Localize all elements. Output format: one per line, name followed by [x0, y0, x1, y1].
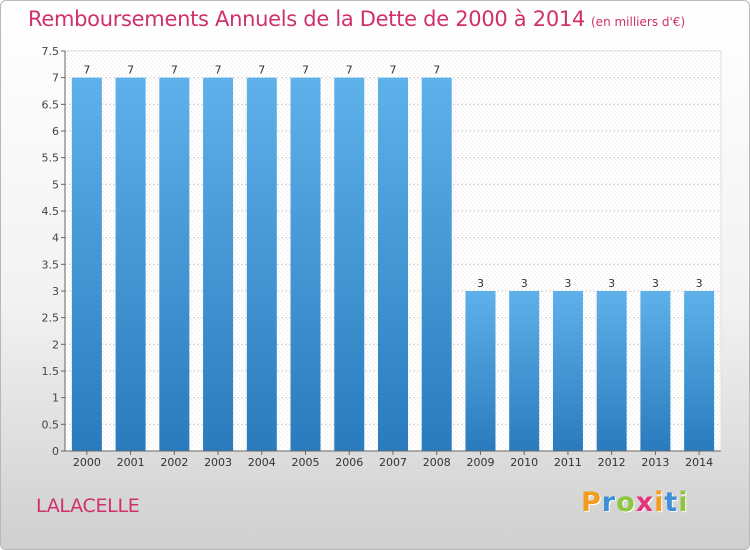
x-tick-label: 2002 — [160, 456, 188, 469]
bar-2000 — [71, 77, 102, 452]
logo-letter: r — [601, 487, 617, 518]
x-tick-label: 2001 — [117, 456, 145, 469]
data-label: 3 — [564, 277, 571, 290]
y-tick-label: 1 — [52, 392, 59, 405]
y-tick-label: 2 — [52, 338, 59, 351]
x-tick-label: 2005 — [292, 456, 320, 469]
bar-2007 — [378, 77, 408, 452]
y-tick-label: 0 — [52, 445, 59, 458]
bar-2006 — [334, 77, 365, 452]
data-label: 7 — [390, 64, 397, 77]
logo-letter: x — [635, 487, 655, 518]
x-tick-label: 2012 — [598, 456, 626, 469]
y-tick-label: 1.5 — [42, 365, 60, 378]
bar-2005 — [290, 77, 321, 452]
x-tick-label: 2011 — [554, 456, 582, 469]
data-label: 3 — [652, 277, 659, 290]
data-label: 7 — [433, 64, 440, 77]
data-label: 7 — [127, 64, 134, 77]
y-tick-label: 3 — [52, 285, 59, 298]
bar-2004 — [246, 77, 277, 452]
y-tick-label: 7 — [52, 72, 59, 85]
bar-2002 — [159, 77, 190, 452]
x-tick-label: 2008 — [423, 456, 451, 469]
logo-letter: P — [581, 487, 602, 518]
commune-name: LALACELLE — [36, 495, 140, 517]
y-tick-label: 7.5 — [42, 45, 60, 58]
x-tick-label: 2014 — [685, 456, 713, 469]
data-label: 7 — [346, 64, 353, 77]
data-label: 7 — [83, 64, 90, 77]
data-label: 7 — [302, 64, 309, 77]
bar-2014 — [684, 291, 715, 451]
y-tick-label: 5 — [52, 178, 59, 191]
data-label: 7 — [258, 64, 265, 77]
x-tick-label: 2003 — [204, 456, 232, 469]
y-tick-label: 5.5 — [42, 152, 60, 165]
logo-letter: i — [678, 487, 689, 518]
y-tick-label: 4 — [52, 232, 59, 245]
bar-2001 — [115, 77, 146, 452]
y-tick-label: 4.5 — [42, 205, 60, 218]
bar-2012 — [596, 291, 627, 451]
bar-2003 — [203, 77, 234, 452]
bar-2013 — [640, 291, 671, 451]
data-label: 3 — [477, 277, 484, 290]
x-tick-label: 2000 — [73, 456, 101, 469]
data-label: 7 — [171, 64, 178, 77]
x-tick-label: 2009 — [466, 456, 494, 469]
y-tick-label: 6 — [52, 125, 59, 138]
bar-2010 — [509, 291, 540, 451]
data-label: 3 — [696, 277, 703, 290]
logo-letter: i — [654, 487, 665, 518]
x-tick-label: 2007 — [379, 456, 407, 469]
x-tick-label: 2006 — [335, 456, 363, 469]
chart-title: Remboursements Annuels de la Dette de 20… — [28, 7, 685, 31]
proxiti-logo: Proxiti — [581, 487, 689, 518]
x-tick-label: 2010 — [510, 456, 538, 469]
bar-2009 — [465, 291, 496, 451]
axes: 0 0.5 1 1.5 2 2.5 3 3.5 4 4.5 5 5.5 6 6.5 7 7.5 2000 2001… — [42, 45, 721, 469]
y-tick-label: 0.5 — [42, 418, 60, 431]
chart-subtitle: (en milliers d'€) — [591, 15, 686, 29]
y-tick-label: 3.5 — [42, 258, 60, 271]
bar-2011 — [552, 291, 583, 451]
y-tick-label: 6.5 — [42, 98, 60, 111]
x-tick-label: 2013 — [641, 456, 669, 469]
chart-title-text: Remboursements Annuels de la Dette de 20… — [28, 7, 585, 31]
logo-letter: o — [616, 487, 636, 518]
data-label: 3 — [608, 277, 615, 290]
data-label: 7 — [215, 64, 222, 77]
y-tick-label: 2.5 — [42, 312, 60, 325]
bars: 7 7 7 7 7 7 7 7 7 3 3 3 3 3 3 — [71, 64, 715, 452]
x-tick-label: 2004 — [248, 456, 276, 469]
logo-letter: t — [664, 487, 679, 518]
data-label: 3 — [521, 277, 528, 290]
bar-2008 — [421, 77, 452, 452]
